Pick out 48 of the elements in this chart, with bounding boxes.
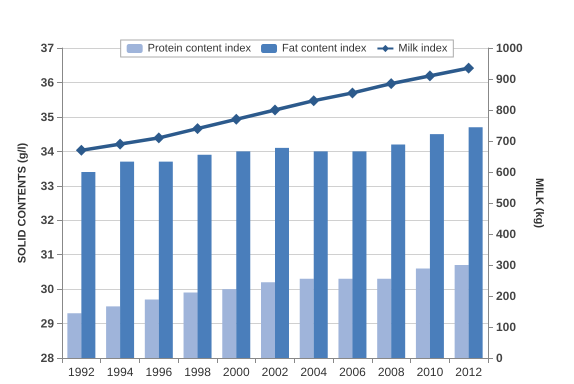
y-tick-label: 31 xyxy=(40,248,54,262)
x-tick-label: 1992 xyxy=(68,365,96,379)
x-tick-label: 2004 xyxy=(300,365,328,379)
y-tick-label: 35 xyxy=(40,110,54,124)
y-tick-label: 34 xyxy=(40,144,54,158)
y-tick-label: 36 xyxy=(40,75,54,90)
x-tick-label: 2000 xyxy=(222,365,250,379)
point xyxy=(114,138,126,150)
y-axis-title: SOLID CONTENTS (g/l) xyxy=(16,142,28,264)
point xyxy=(230,114,242,125)
y2-tick-label: 900 xyxy=(496,72,516,86)
y2-tick-label: 1000 xyxy=(496,41,524,55)
y-tick-label: 28 xyxy=(40,351,54,365)
y-tick-label: 32 xyxy=(40,213,54,228)
legend-label: Protein content index xyxy=(148,42,252,54)
point xyxy=(192,123,204,134)
y2-tick-label: 600 xyxy=(496,165,516,179)
x-tick-label: 1994 xyxy=(106,365,134,379)
y-tick-label: 33 xyxy=(40,178,54,193)
y-tick-label: 29 xyxy=(40,316,54,331)
y2-tick-label: 500 xyxy=(496,196,516,210)
point xyxy=(424,70,436,82)
y2-tick-label: 300 xyxy=(496,258,516,272)
y-tick-label: 30 xyxy=(40,282,54,296)
point xyxy=(308,95,320,106)
x-tick-label: 1996 xyxy=(145,365,172,379)
x-tick-label: 2006 xyxy=(339,365,366,379)
y2-tick-label: 200 xyxy=(496,289,516,303)
point xyxy=(463,62,474,74)
y-tick-label: 37 xyxy=(40,41,54,55)
y2-axis-title: MILK (kg) xyxy=(533,178,546,228)
y2-tick-label: 100 xyxy=(496,320,516,334)
y2-tick-label: 800 xyxy=(496,103,516,117)
y2-tick-label: 700 xyxy=(496,134,516,148)
x-tick-label: 2008 xyxy=(378,365,405,379)
point xyxy=(346,87,358,98)
point xyxy=(386,78,397,90)
point xyxy=(270,104,280,116)
x-tick-label: 1998 xyxy=(184,365,212,379)
legend-label: Fat content index xyxy=(282,42,367,54)
y2-tick-label: 0 xyxy=(496,351,503,365)
y2-tick-label: 400 xyxy=(496,227,516,241)
point xyxy=(76,144,87,156)
x-tick-label: 2012 xyxy=(455,365,482,379)
point xyxy=(153,132,164,144)
x-tick-label: 2002 xyxy=(262,365,289,379)
legend-label: Milk index xyxy=(398,42,448,54)
x-tick-label: 2010 xyxy=(416,365,444,379)
